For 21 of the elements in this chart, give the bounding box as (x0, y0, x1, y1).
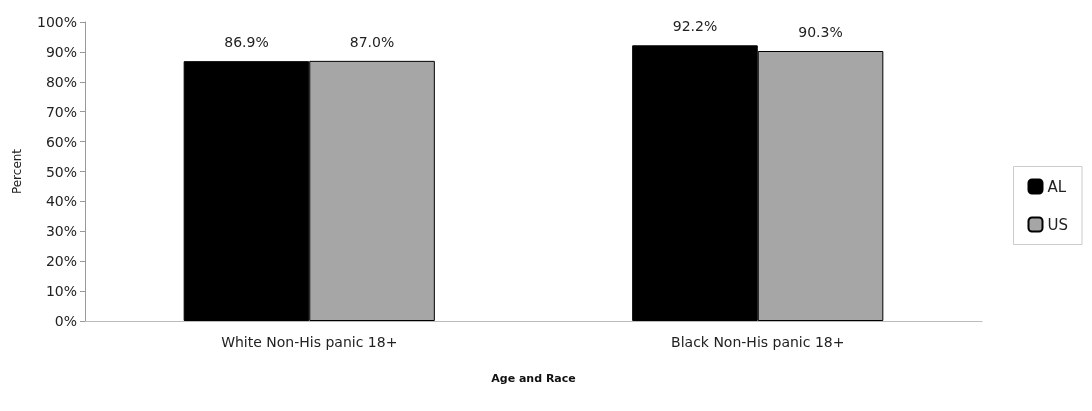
x-tick-label: Black Non-His panic 18+ (671, 334, 845, 350)
y-tick-label: 0% (54, 313, 77, 329)
legend-label: US (1047, 215, 1069, 234)
y-axis-title: Percent (10, 148, 24, 195)
data-label: 87.0% (349, 33, 395, 50)
y-tick-label: 100% (36, 14, 77, 30)
data-label: 90.3% (798, 24, 843, 40)
y-tick-label: 50% (45, 163, 77, 180)
y-tick-label: 60% (45, 133, 77, 150)
y-tick-label: 10% (45, 283, 77, 300)
data-label: 92.2% (672, 18, 718, 35)
y-tick-label: 40% (45, 193, 77, 210)
data-label: 86.9% (224, 34, 269, 51)
legend-label: AL (1047, 177, 1067, 196)
y-tick-label: 20% (45, 253, 77, 270)
y-tick-label: 70% (45, 103, 77, 120)
y-tick-label: 90% (45, 43, 77, 60)
y-tick-label: 80% (45, 73, 77, 90)
x-tick-label: White Non-His panic 18+ (221, 334, 398, 350)
y-tick-label: 30% (45, 223, 77, 240)
x-axis-title: Age and Race (491, 372, 576, 385)
